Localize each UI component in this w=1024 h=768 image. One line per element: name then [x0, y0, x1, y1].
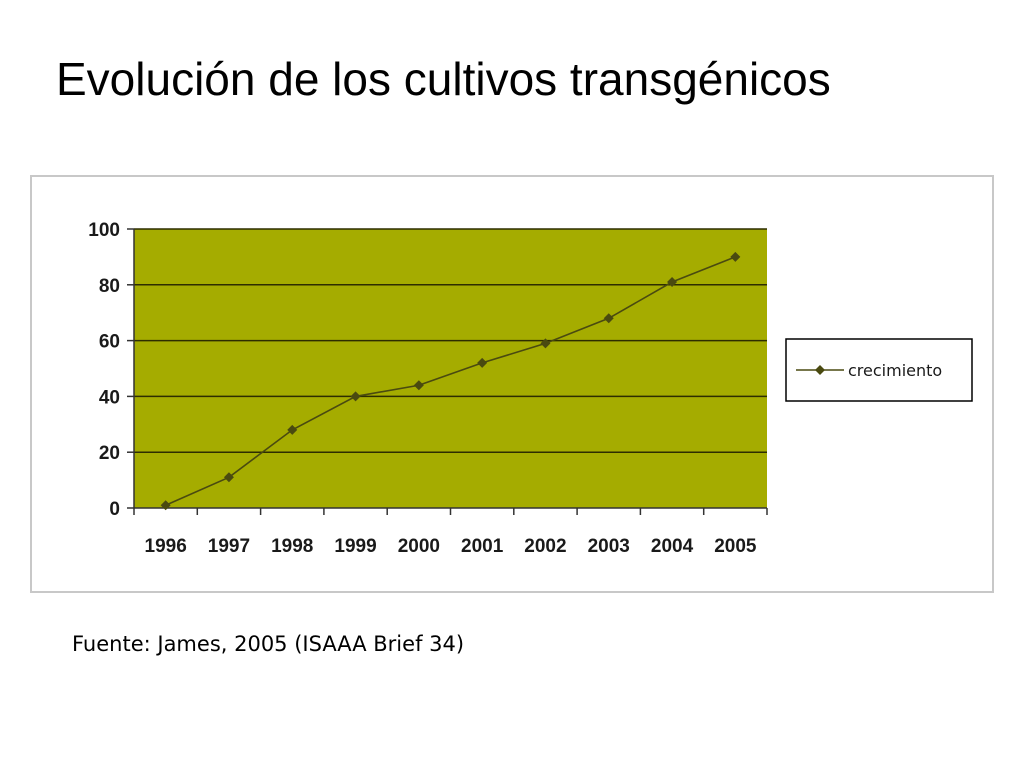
y-tick-label: 80: [99, 276, 120, 297]
data-point: [477, 357, 488, 368]
data-point: [667, 277, 678, 288]
slide-title: Evolución de los cultivos transgénicos: [56, 53, 831, 105]
gridlines: [134, 228, 767, 453]
axes: 0 20 40 60 80 100 1996 1997 1998 1999 2000 2001 2002…: [88, 220, 768, 557]
line-chart: 0 20 40 60 80 100 1996 1997 1998 1999 2000 2001 2002…: [88, 220, 973, 557]
data-point: [730, 251, 741, 262]
plot-area: [134, 229, 767, 508]
x-tick-label: 2005: [714, 536, 757, 557]
chart-frame: 0 20 40 60 80 100 1996 1997 1998 1999 2000 2001 2002…: [30, 175, 994, 593]
x-tick-label: 2002: [524, 536, 566, 557]
series-crecimiento: [160, 251, 741, 511]
x-tick-label: 1996: [145, 536, 187, 557]
data-point: [287, 424, 298, 435]
data-point: [413, 380, 424, 391]
y-tick-label: 20: [99, 443, 120, 464]
source-note: Fuente: James, 2005 (ISAAA Brief 34): [72, 632, 465, 656]
legend: crecimiento: [785, 338, 973, 402]
y-tick-label: 40: [99, 387, 120, 408]
y-tick-label: 0: [109, 499, 120, 520]
y-tick-label: 60: [99, 332, 120, 353]
x-tick-label: 2003: [588, 536, 630, 557]
legend-marker: [815, 365, 825, 375]
series-line: [165, 256, 736, 506]
data-point: [603, 313, 614, 324]
data-point: [350, 391, 361, 402]
data-point: [223, 472, 234, 483]
x-tick-label: 1997: [208, 536, 250, 557]
y-tick-label: 100: [88, 220, 120, 241]
x-tick-label: 1998: [271, 536, 313, 557]
x-tick-label: 2001: [461, 536, 504, 557]
data-point: [540, 338, 551, 349]
x-tick-label: 2000: [398, 536, 440, 557]
x-tick-label: 2004: [651, 536, 694, 557]
x-tick-label: 1999: [334, 536, 376, 557]
legend-label: crecimiento: [848, 361, 942, 380]
data-point: [160, 500, 171, 511]
plot-background: [134, 229, 767, 508]
